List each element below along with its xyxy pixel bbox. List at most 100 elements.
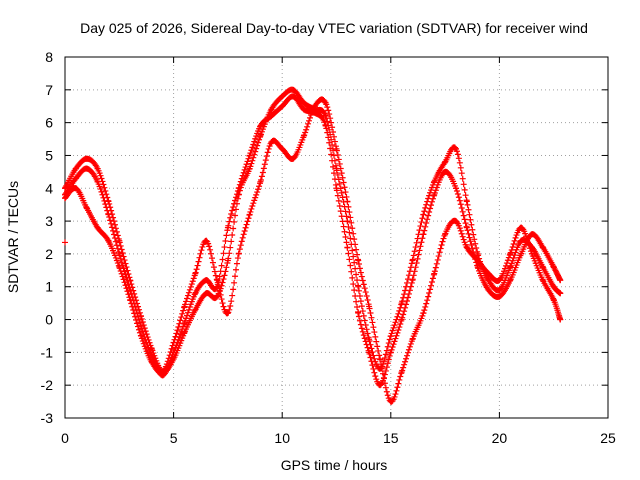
data-marker [139,338,146,345]
data-marker [238,175,245,182]
data-marker [139,328,146,335]
y-tick-labels: -3 -2 -1 0 1 2 3 4 5 6 7 8 [41,49,54,426]
data-marker [335,197,342,204]
data-marker [391,338,398,345]
data-marker [423,300,430,307]
data-marker [425,293,432,300]
data-marker [363,326,370,333]
data-marker [347,235,354,242]
data-marker [421,307,428,314]
data-marker [327,145,334,152]
y-tick-label: 8 [45,49,53,65]
data-marker [232,197,239,204]
data-marker [181,304,188,311]
data-marker [359,328,366,335]
data-marker [405,346,412,353]
data-marker [353,246,360,253]
data-marker [123,264,130,271]
data-marker [118,246,125,253]
data-marker [364,344,371,351]
data-marker [237,242,244,249]
data-marker [243,221,250,228]
data-marker [218,296,225,303]
data-marker [360,281,367,288]
data-marker [253,191,260,198]
data-marker [349,225,356,232]
data-marker [224,227,231,234]
data-marker [100,194,107,201]
data-marker [346,256,353,263]
data-marker [552,267,559,274]
data-marker [241,166,248,173]
axis-ticks [64,56,609,419]
data-marker [362,289,369,296]
data-marker [414,255,421,262]
data-marker [387,333,394,340]
data-marker [369,319,376,326]
data-marker [328,119,335,126]
data-marker [172,333,179,340]
data-marker [502,262,509,269]
data-marker [358,303,365,310]
data-marker [326,139,333,146]
data-marker [254,189,261,196]
data-marker [429,195,436,202]
data-marker [251,138,258,145]
data-marker [219,300,226,307]
data-marker [259,169,266,176]
data-marker [260,165,267,172]
data-marker [208,250,215,257]
data-marker [453,185,460,192]
data-marker [123,285,130,292]
data-marker [105,210,112,217]
data-marker [523,233,530,240]
data-marker [330,129,337,136]
data-marker [224,310,231,317]
series-track-1 [62,86,564,376]
data-marker [231,279,238,286]
data-marker [363,341,370,348]
data-marker [97,172,104,179]
data-marker [410,252,417,259]
y-tick-label: 0 [45,312,53,328]
data-marker [164,358,171,365]
data-marker [372,333,379,340]
data-marker [177,317,184,324]
data-marker [433,260,440,267]
data-marker [226,218,233,225]
data-marker [350,281,357,288]
data-marker [244,218,251,225]
data-marker [397,373,404,380]
data-marker [170,339,177,346]
x-tick-labels: 0 5 10 15 20 25 [61,430,616,446]
data-marker [418,219,425,226]
data-marker [251,197,258,204]
data-marker [187,301,194,308]
data-marker [394,313,401,320]
data-marker [416,247,423,254]
data-marker [214,279,221,286]
data-marker [249,144,256,151]
data-marker [374,343,381,350]
data-marker [343,239,350,246]
data-marker [359,277,366,284]
data-marker [339,174,346,181]
data-marker [219,256,226,263]
data-marker [468,242,475,249]
data-marker [179,326,186,333]
data-marker [255,139,262,146]
data-marker [406,287,413,294]
data-marker [184,292,191,299]
data-marker [253,145,260,152]
data-marker [169,342,176,349]
data-marker [114,260,121,267]
data-marker [345,203,352,210]
data-marker [126,294,133,301]
data-marker [221,272,228,279]
data-marker [465,206,472,213]
x-tick-label: 25 [600,430,616,446]
data-marker [112,225,119,232]
data-marker [398,370,405,377]
data-marker [351,259,358,266]
data-marker [305,120,312,127]
